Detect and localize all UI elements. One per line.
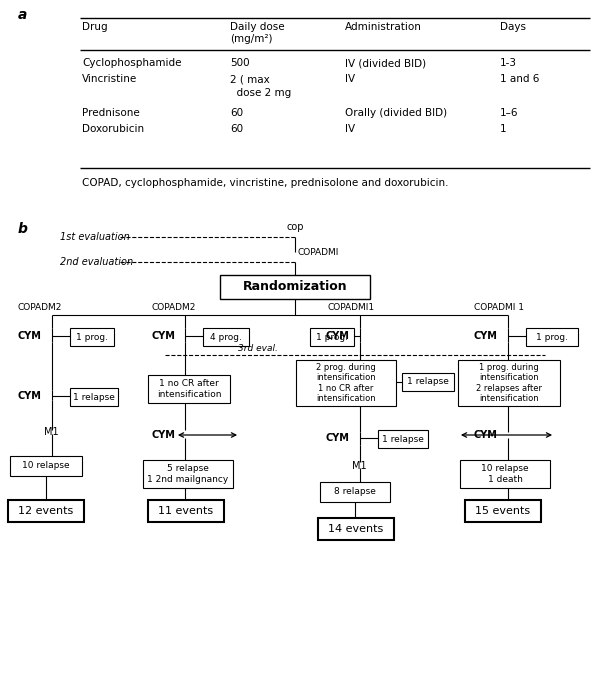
Text: IV (divided BID): IV (divided BID) [345,58,426,68]
Bar [318,518,394,540]
Text: M1: M1 [44,427,59,437]
Text: Cyclophosphamide: Cyclophosphamide [82,58,182,68]
Bar [70,388,118,406]
Bar [220,275,370,299]
Text: Days: Days [500,22,526,32]
Text: 1 prog.: 1 prog. [536,332,568,341]
Text: 1-3: 1-3 [500,58,517,68]
Text: COPADM2: COPADM2 [152,303,196,312]
Text: 2 prog. during
intensification
1 no CR after
intensification: 2 prog. during intensification 1 no CR a… [316,363,376,403]
Text: CYM: CYM [18,331,42,341]
Text: 15 events: 15 events [475,506,530,516]
Text: 3rd eval.: 3rd eval. [238,344,278,353]
Text: 1 prog. during
intensification
2 relapses after
intensification: 1 prog. during intensification 2 relapse… [476,363,542,403]
Text: CYM: CYM [152,430,176,440]
Bar [148,500,224,522]
Text: Drug: Drug [82,22,107,32]
Text: 60: 60 [230,108,243,118]
Text: 1 and 6: 1 and 6 [500,74,539,84]
Bar [402,373,454,391]
Text: IV: IV [345,124,355,134]
Text: 14 events: 14 events [328,524,383,534]
Text: COPADM2: COPADM2 [18,303,62,312]
Bar [378,430,428,448]
Text: 5 relapse
1 2nd mailgnancy: 5 relapse 1 2nd mailgnancy [148,464,229,483]
Text: 1–6: 1–6 [500,108,518,118]
Text: Orally (divided BID): Orally (divided BID) [345,108,447,118]
Text: CYM: CYM [326,433,350,443]
Bar [70,328,114,346]
Text: 1 no CR after
intensification: 1 no CR after intensification [157,379,221,399]
Text: 10 relapse
1 death: 10 relapse 1 death [481,464,529,483]
Bar [8,500,84,522]
Text: 500: 500 [230,58,250,68]
Text: COPAD, cyclophosphamide, vincristine, prednisolone and doxorubicin.: COPAD, cyclophosphamide, vincristine, pr… [82,178,449,188]
Bar [458,360,560,406]
Text: 1 prog.: 1 prog. [316,332,348,341]
Text: b: b [18,222,28,236]
Bar [526,328,578,346]
Text: CYM: CYM [18,391,42,401]
Text: 1 relapse: 1 relapse [73,393,115,401]
Text: 1 relapse: 1 relapse [407,378,449,387]
Text: CYM: CYM [474,331,498,341]
Bar [460,460,550,488]
Text: 1: 1 [500,124,506,134]
Text: CYM: CYM [474,430,498,440]
Text: 2nd evaluation: 2nd evaluation [60,257,133,267]
Text: cop: cop [286,222,304,232]
Text: COPADMI: COPADMI [298,248,340,257]
Bar [465,500,541,522]
Text: Randomization: Randomization [242,280,347,294]
Text: 2 ( max: 2 ( max [230,74,270,84]
Text: 1 relapse: 1 relapse [382,435,424,443]
Text: Prednisone: Prednisone [82,108,140,118]
Text: a: a [18,8,28,22]
Text: Vincristine: Vincristine [82,74,137,84]
Bar [203,328,249,346]
Bar [320,482,390,502]
Text: Daily dose
(mg/m²): Daily dose (mg/m²) [230,22,284,43]
Text: IV: IV [345,74,355,84]
Bar [148,375,230,403]
Text: Administration: Administration [345,22,422,32]
Text: dose 2 mg: dose 2 mg [230,88,291,98]
Text: 1 prog.: 1 prog. [76,332,108,341]
Text: 11 events: 11 events [158,506,214,516]
Bar [10,456,82,476]
Text: 10 relapse: 10 relapse [22,462,70,471]
Text: CYM: CYM [152,331,176,341]
Text: CYM: CYM [326,331,350,341]
Text: 4 prog.: 4 prog. [210,332,242,341]
Bar [296,360,396,406]
Bar [310,328,354,346]
Text: 8 relapse: 8 relapse [334,487,376,496]
Text: Doxorubicin: Doxorubicin [82,124,144,134]
Text: COPADMI 1: COPADMI 1 [474,303,524,312]
Text: 60: 60 [230,124,243,134]
Text: 1st evaluation: 1st evaluation [60,232,130,242]
Text: COPADMI1: COPADMI1 [328,303,375,312]
Text: M1: M1 [352,461,367,471]
Text: 12 events: 12 events [19,506,74,516]
Bar [143,460,233,488]
